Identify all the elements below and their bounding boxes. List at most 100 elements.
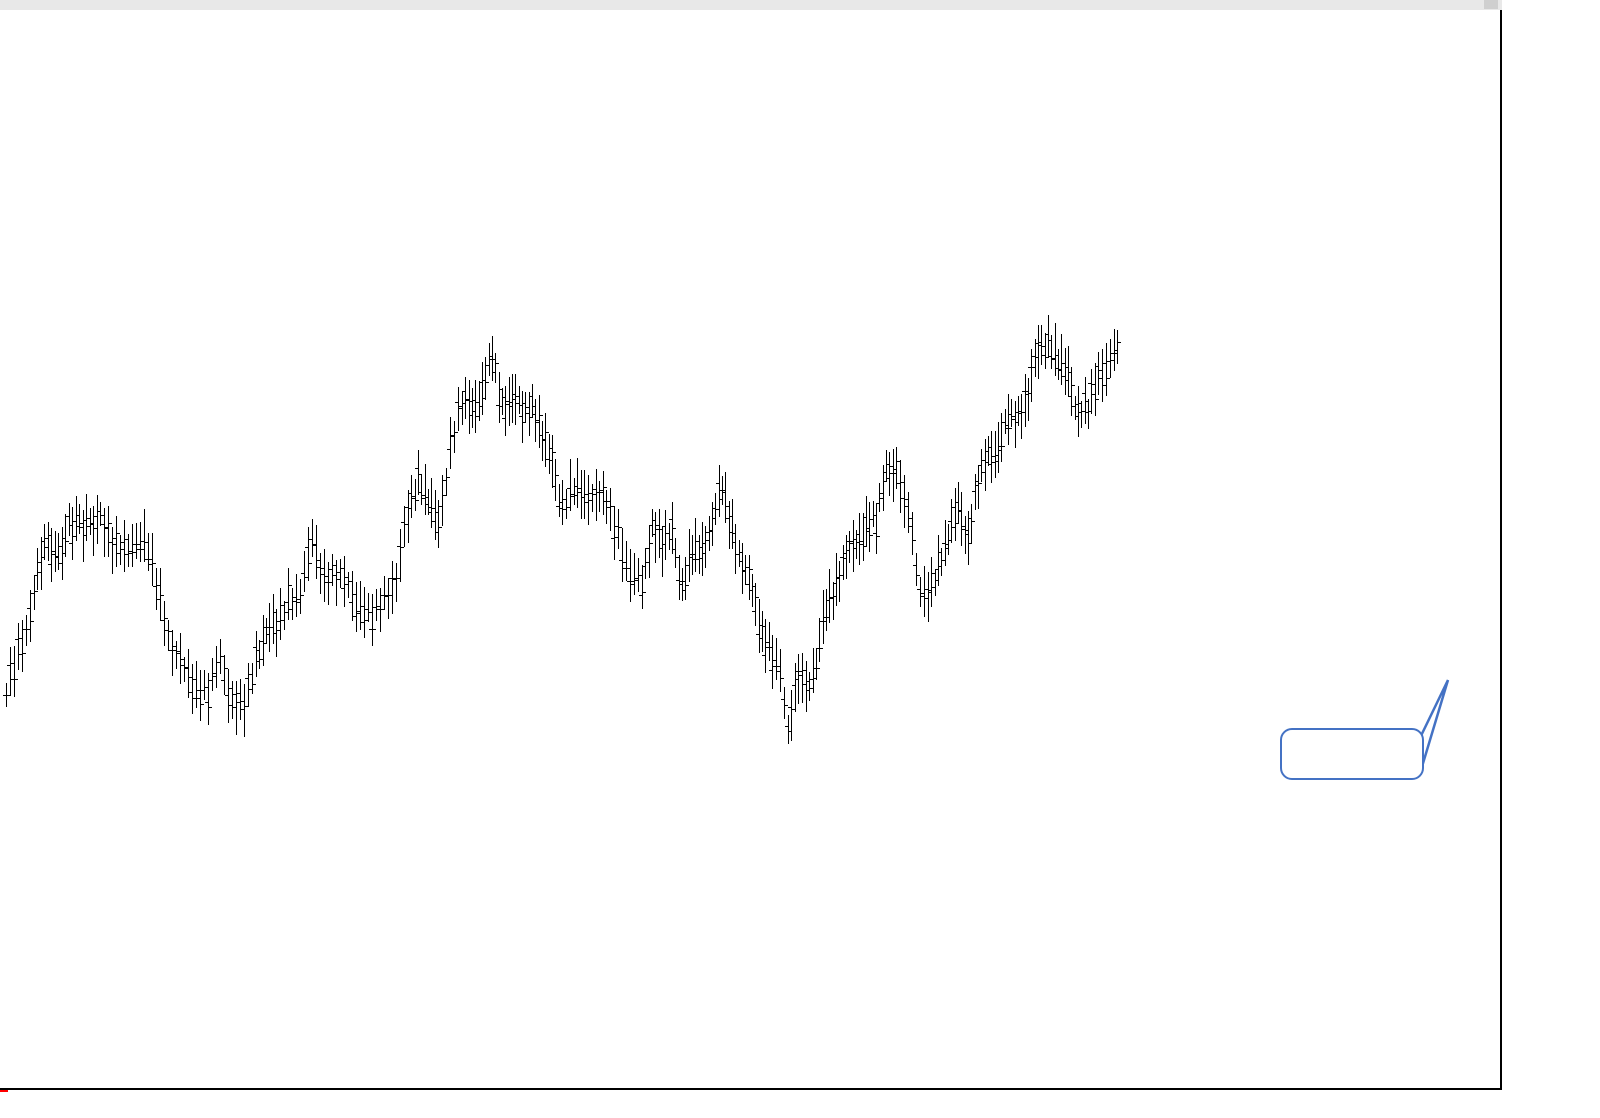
price-bar-open-tick (381, 595, 384, 597)
price-bar-close-tick (860, 543, 864, 545)
price-bar-close-tick (333, 564, 336, 566)
price-bar (108, 505, 109, 557)
scroll-handle[interactable] (1484, 0, 1498, 9)
price-bar (368, 592, 369, 622)
price-bar (614, 506, 615, 560)
price-bar (204, 669, 205, 700)
price-bar-close-tick (270, 627, 274, 629)
price-bar-open-tick (41, 541, 44, 543)
price-bar (1048, 315, 1049, 358)
price-bar-open-tick (913, 565, 916, 567)
price-bar-open-tick (305, 546, 308, 548)
price-bar-close-tick (1029, 393, 1032, 395)
price-bar-close-tick (909, 517, 912, 519)
price-bar-close-tick (121, 549, 124, 551)
price-bar-close-tick (867, 527, 870, 529)
price-bar (176, 640, 177, 669)
price-bar-open-tick (3, 695, 6, 696)
price-bar (971, 503, 973, 544)
price-bar-close-tick (887, 464, 890, 466)
price-bar-close-tick (949, 539, 952, 541)
price-bar-close-tick (483, 398, 486, 400)
price-bar (1078, 386, 1079, 437)
price-bar-close-tick (499, 388, 503, 390)
price-bar (822, 590, 824, 644)
price-bar (1088, 399, 1089, 430)
price-bar-open-tick (321, 568, 324, 569)
price-bar-close-tick (257, 660, 260, 662)
price-bar (72, 507, 73, 561)
price-bar (356, 582, 357, 632)
price-bar-close-tick (813, 678, 817, 680)
price-bar-close-tick (870, 535, 874, 537)
price-bar-open-tick (169, 649, 172, 651)
price-bar (1110, 338, 1111, 379)
price-bar-close-tick (425, 496, 429, 498)
price-bar-open-tick (978, 464, 982, 466)
price-bar (180, 632, 181, 684)
price-bar-open-tick (1103, 363, 1106, 365)
price-bar-close-tick (19, 654, 22, 656)
price-bar-close-tick (141, 549, 144, 550)
price-bar-close-tick (493, 358, 496, 360)
price-bar-close-tick (820, 647, 824, 649)
price-bar-open-tick (1031, 355, 1035, 357)
price-bar-close-tick (716, 508, 720, 510)
price-bar-close-tick (285, 611, 288, 613)
price-bar (128, 533, 129, 568)
price-bar-open-tick (161, 620, 164, 622)
price-bar-open-tick (1051, 358, 1055, 360)
price-bar-open-tick (879, 493, 883, 495)
price-bar-open-tick (921, 592, 924, 594)
price-bar-close-tick (113, 543, 116, 545)
price-bar (392, 560, 393, 615)
price-bar-close-tick (225, 668, 228, 670)
time-scale[interactable] (0, 1088, 1502, 1118)
price-bar-open-tick (125, 553, 128, 555)
price-bar-close-tick (653, 520, 656, 522)
price-bar (545, 413, 547, 467)
price-bar (688, 529, 690, 583)
price-bar-close-tick (571, 494, 574, 496)
price-bar-open-tick (129, 553, 132, 555)
price-scale[interactable] (1500, 10, 1600, 1090)
price-bar-open-tick (425, 504, 428, 506)
price-bar-close-tick (863, 545, 867, 547)
price-bar (675, 537, 677, 568)
price-bar-close-tick (59, 545, 62, 547)
price-bar-open-tick (253, 647, 256, 648)
price-bar-open-tick (859, 541, 863, 543)
price-bar (599, 481, 601, 513)
price-bar (266, 617, 267, 644)
price-bar-close-tick (873, 515, 877, 517)
price-plot[interactable] (0, 10, 1502, 1090)
price-bar-close-tick (810, 688, 814, 690)
price-bar-close-tick (52, 551, 55, 553)
price-bar-close-tick (756, 597, 760, 599)
price-bar-open-tick (221, 680, 224, 682)
price-bar (596, 469, 597, 521)
price-bar (400, 528, 401, 583)
price-bar (742, 542, 743, 594)
price-bar-close-tick (942, 560, 946, 562)
price-bar-close-tick (897, 460, 900, 462)
price-bar (515, 374, 517, 425)
price-bar-open-tick (545, 459, 549, 461)
price-bar (682, 567, 683, 601)
price-bar-open-tick (205, 701, 208, 703)
price-bar-open-tick (509, 406, 512, 407)
price-bar-open-tick (329, 568, 332, 570)
price-bar-close-tick (817, 667, 820, 669)
price-bar (574, 477, 575, 506)
price-bar-open-tick (652, 533, 656, 535)
price-bar (788, 715, 789, 745)
price-bar-close-tick (329, 581, 332, 583)
price-bar-close-tick (443, 494, 446, 496)
annotation-callout[interactable] (1280, 728, 1424, 780)
price-bar-close-tick (549, 447, 553, 449)
price-bar-open-tick (695, 559, 699, 561)
price-bar-open-tick (11, 663, 14, 665)
price-bar-close-tick (975, 485, 979, 487)
price-bar (876, 503, 877, 555)
price-bar (172, 629, 173, 677)
